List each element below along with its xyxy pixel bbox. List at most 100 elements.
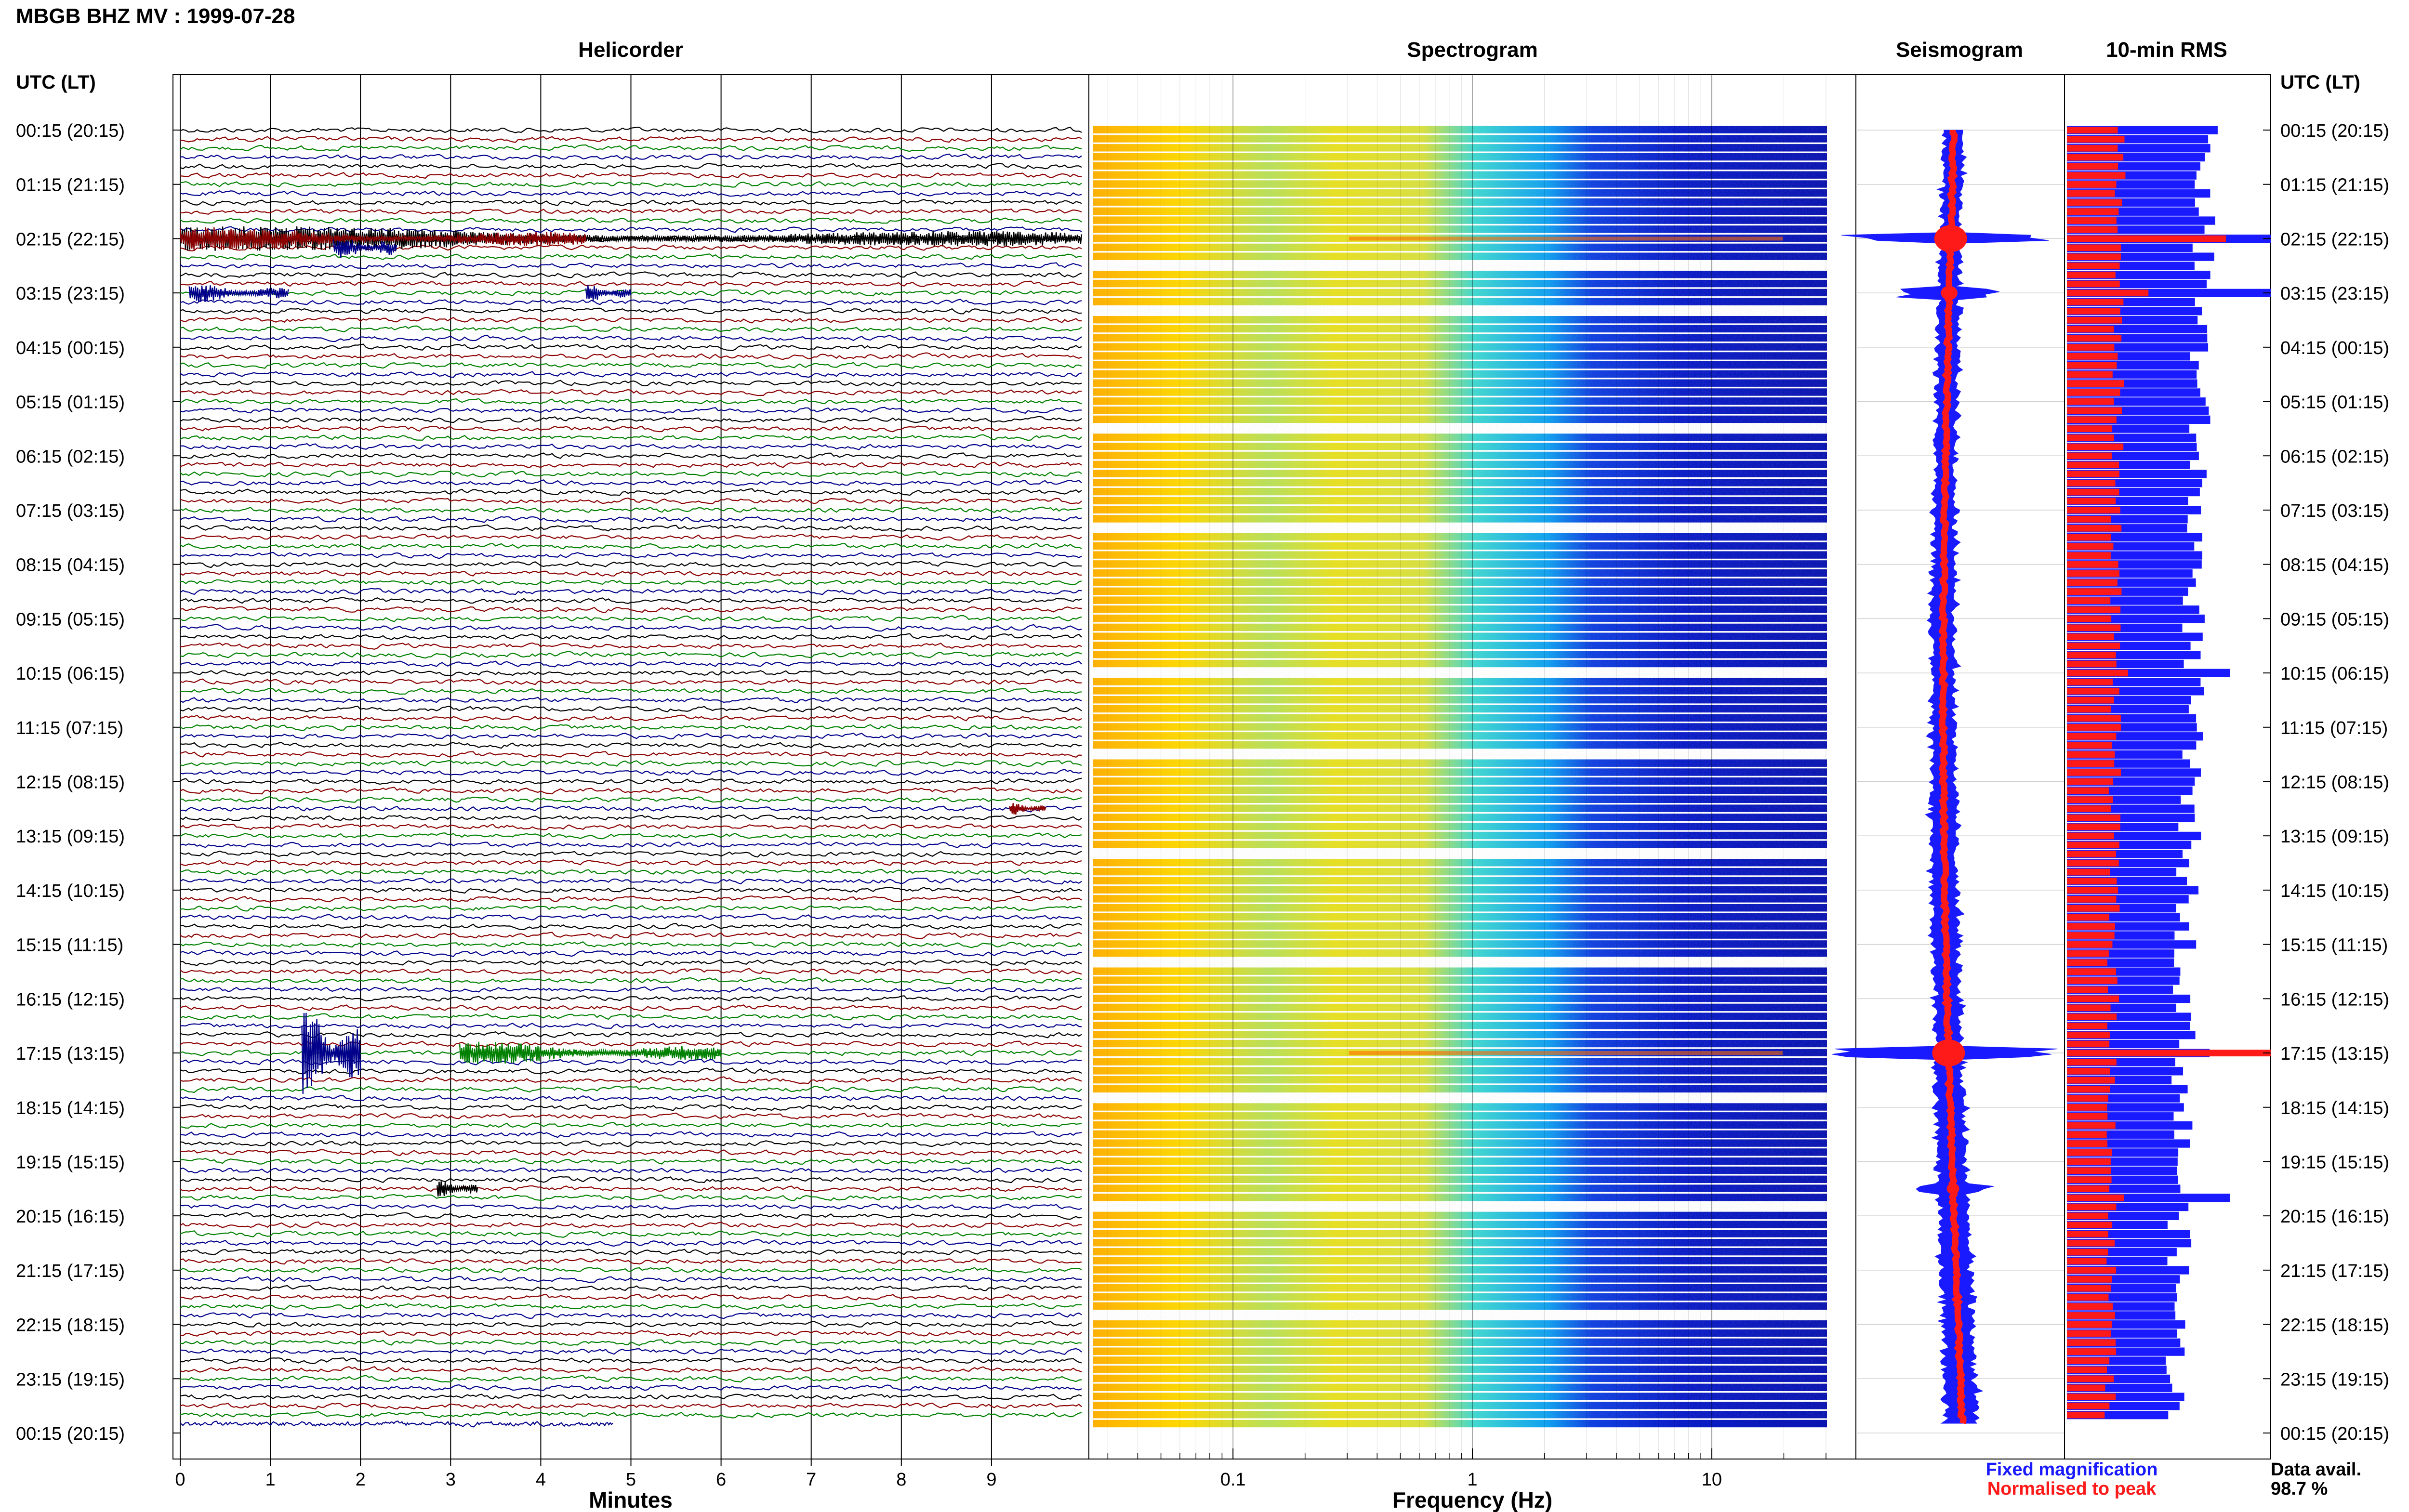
rms-normalised-bar <box>2067 932 2115 939</box>
rms-normalised-bar <box>2067 1212 2108 1220</box>
helicorder-trace <box>180 1194 1082 1201</box>
spectrogram-event-streak <box>1349 1051 1783 1055</box>
rms-normalised-bar <box>2067 643 2120 649</box>
rms-normalised-bar <box>2067 1140 2107 1147</box>
helicorder-trace <box>180 135 1082 143</box>
helicorder-trace <box>180 1293 1082 1301</box>
rms-normalised-bar <box>2067 679 2113 685</box>
rms-normalised-bar <box>2067 814 2121 821</box>
helicorder-trace <box>180 1140 1082 1147</box>
helicorder-trace <box>180 1266 1082 1274</box>
seismogram-title: Seismogram <box>1896 38 2023 62</box>
helicorder-trace <box>180 1402 1082 1410</box>
rms-normalised-bar <box>2067 1375 2114 1382</box>
helicorder-trace <box>180 425 1082 433</box>
helicorder-trace <box>180 832 1082 840</box>
helicorder-trace <box>180 163 1082 170</box>
rms-normalised-bar <box>2067 172 2126 179</box>
right-time-label: 13:15 (09:15) <box>2280 827 2389 847</box>
rms-normalised-bar <box>2067 217 2117 224</box>
rms-normalised-bar <box>2067 841 2119 849</box>
rms-normalised-bar <box>2067 1249 2108 1256</box>
rms-normalised-bar <box>2067 1067 2110 1075</box>
rms-normalised-bar <box>2067 1158 2111 1165</box>
left-time-label: 19:15 (15:15) <box>16 1152 125 1172</box>
spectrogram-x-label: Frequency (Hz) <box>1392 1487 1552 1512</box>
rms-normalised-bar <box>2067 1402 2110 1409</box>
rms-normalised-bar <box>2067 1366 2107 1373</box>
helicorder-tick-label: 8 <box>896 1470 906 1490</box>
helicorder-trace <box>180 1149 1082 1157</box>
rms-normalised-bar <box>2067 344 2115 351</box>
left-time-label: 17:15 (13:15) <box>16 1044 125 1064</box>
helicorder-trace <box>180 1366 1082 1373</box>
rms-normalised-bar <box>2067 1113 2108 1120</box>
helicorder-trace <box>180 470 1082 478</box>
helicorder-trace <box>180 1157 1082 1165</box>
data-availability-label: Data avail. <box>2271 1459 2361 1480</box>
helicorder-trace <box>180 977 1082 985</box>
helicorder-trace <box>180 760 1082 767</box>
rms-normalised-bar <box>2067 1258 2107 1265</box>
helicorder-trace <box>180 515 1082 523</box>
helicorder-trace <box>180 823 1082 830</box>
rms-normalised-bar <box>2067 163 2118 170</box>
helicorder-panel: 0 1 2 3 4 5 6 7 8 9 <box>172 74 1089 1490</box>
left-time-label: 16:15 (12:15) <box>16 989 125 1010</box>
rms-normalised-bar <box>2067 1348 2117 1355</box>
rms-normalised-bar <box>2067 552 2111 559</box>
helicorder-tick-label: 3 <box>446 1470 456 1490</box>
helicorder-trace <box>180 153 1082 161</box>
helicorder-event <box>437 1181 478 1197</box>
helicorder-trace <box>180 941 1082 948</box>
helicorder-trace <box>180 126 1082 133</box>
rms-normalised-bar <box>2067 398 2114 405</box>
rms-normalised-bar <box>2067 1239 2115 1247</box>
helicorder-trace <box>180 605 1082 613</box>
rms-normalised-bar <box>2067 715 2121 722</box>
rms-normalised-bar <box>2067 263 2120 269</box>
helicorder-trace <box>180 777 1082 785</box>
rms-normalised-bar <box>2067 1339 2116 1346</box>
rms-normalised-bar <box>2067 742 2112 749</box>
left-time-label: 06:15 (02:15) <box>16 447 125 467</box>
left-time-label: 11:15 (07:15) <box>16 718 123 738</box>
rms-normalised-bar <box>2067 271 2116 278</box>
helicorder-trace <box>180 615 1082 622</box>
data-availability-value: 98.7 % <box>2271 1479 2328 1499</box>
helicorder-trace <box>180 316 1082 324</box>
right-time-label: 16:15 (12:15) <box>2280 989 2389 1010</box>
helicorder-trace <box>180 1312 1082 1319</box>
rms-normalised-bar <box>2067 923 2115 930</box>
helicorder-traces <box>179 126 1083 1428</box>
station-title: MBGB BHZ MV : 1999-07-28 <box>16 4 295 28</box>
right-time-label: 05:15 (01:15) <box>2280 393 2389 413</box>
helicorder-tick-label: 6 <box>716 1470 726 1490</box>
seismogram-panel <box>1832 74 2065 1459</box>
rms-normalised-bar <box>2067 1303 2113 1310</box>
helicorder-trace <box>180 325 1082 333</box>
rms-normalised-bar <box>2067 280 2120 288</box>
left-time-label: 21:15 (17:15) <box>16 1261 125 1281</box>
right-time-label: 03:15 (23:15) <box>2280 284 2389 304</box>
rms-normalised-bar <box>2067 1013 2117 1020</box>
helicorder-trace <box>180 1040 1082 1048</box>
right-time-label: 07:15 (03:15) <box>2280 501 2389 521</box>
right-time-label: 17:15 (13:15) <box>2280 1044 2389 1064</box>
seismogram-event-peak <box>1932 1039 1965 1067</box>
rms-normalised-bar <box>2067 1149 2112 1156</box>
legend-normalised-to-peak: Normalised to peak <box>1987 1479 2157 1499</box>
rms-normalised-bar <box>2067 425 2113 432</box>
right-time-label: 04:15 (00:15) <box>2280 338 2389 358</box>
helicorder-trace <box>180 995 1082 1002</box>
helicorder-trace <box>180 1221 1082 1229</box>
rms-normalised-bar <box>2067 235 2226 242</box>
helicorder-trace <box>180 1375 1082 1383</box>
helicorder-trace <box>180 1176 1082 1183</box>
rms-normalised-bar <box>2067 851 2116 857</box>
helicorder-trace <box>180 742 1082 749</box>
rms-normalised-bar <box>2067 905 2120 912</box>
helicorder-trace <box>180 506 1082 513</box>
helicorder-trace <box>180 895 1082 903</box>
helicorder-trace <box>180 922 1082 931</box>
